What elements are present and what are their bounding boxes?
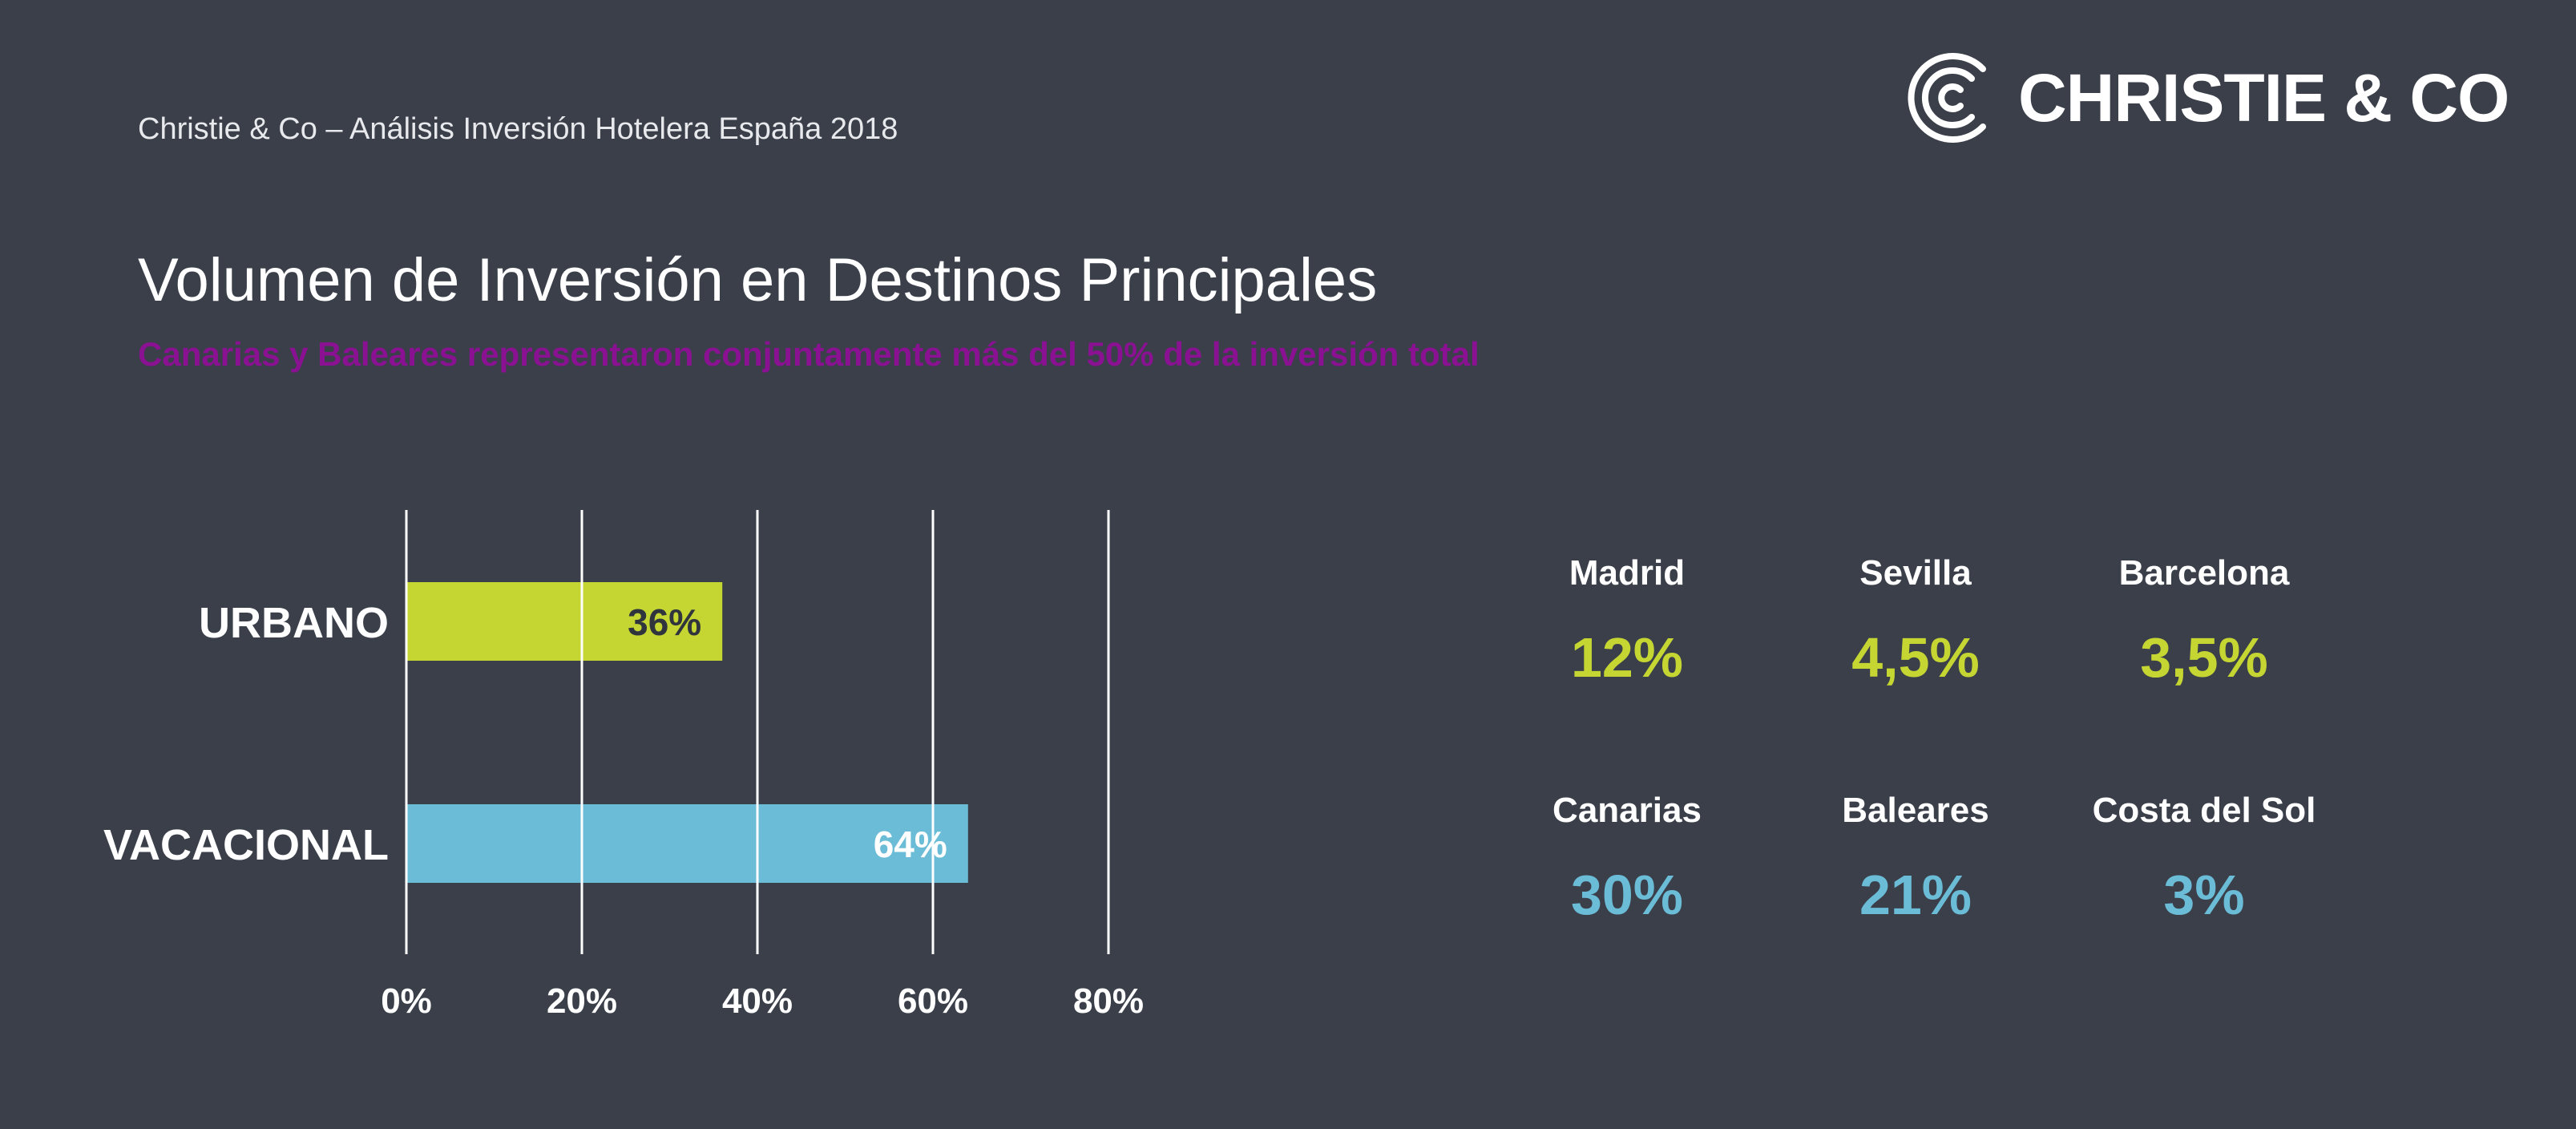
stat-value: 4,5% xyxy=(1851,626,1980,689)
stat-canarias: Canarias 30% xyxy=(1507,791,1747,927)
tick-label: 40% xyxy=(722,981,793,1021)
page-title: Volumen de Inversión en Destinos Princip… xyxy=(138,246,1378,314)
stat-label: Barcelona xyxy=(2118,553,2290,593)
stat-label: Baleares xyxy=(1842,791,1989,830)
stat-value: 3,5% xyxy=(2140,626,2268,689)
data-label: 64% xyxy=(874,823,947,865)
page-subtitle: Canarias y Baleares representaron conjun… xyxy=(138,335,1480,373)
stat-label: Canarias xyxy=(1552,791,1702,830)
category-label: VACACIONAL xyxy=(103,821,389,869)
category-label: URBANO xyxy=(199,599,389,647)
christie-c-logo-icon xyxy=(1908,53,1986,143)
stat-barcelona: Barcelona 3,5% xyxy=(2084,553,2324,690)
tick-label: 20% xyxy=(547,981,617,1021)
bar-vacacional xyxy=(406,804,968,883)
stat-value: 3% xyxy=(2163,864,2245,926)
stat-value: 21% xyxy=(1859,864,1972,926)
logo-text: CHRISTIE & CO xyxy=(2018,59,2509,136)
bar-urbano xyxy=(406,582,723,661)
stat-baleares: Baleares 21% xyxy=(1795,791,2036,927)
destination-stats: Madrid 12% Sevilla 4,5% Barcelona 3,5% C… xyxy=(1507,553,2437,954)
stat-sevilla: Sevilla 4,5% xyxy=(1795,553,2036,690)
report-header: Christie & Co – Análisis Inversión Hotel… xyxy=(138,112,898,146)
company-logo: CHRISTIE & CO xyxy=(1904,48,2509,148)
stat-value: 30% xyxy=(1570,864,1684,926)
stat-value: 12% xyxy=(1570,626,1684,689)
stat-label: Sevilla xyxy=(1859,553,1972,593)
stat-costa-del-sol: Costa del Sol 3% xyxy=(2084,791,2324,927)
stat-label: Madrid xyxy=(1569,553,1686,593)
stat-label: Costa del Sol xyxy=(2092,791,2316,830)
tick-label: 80% xyxy=(1073,981,1144,1021)
stat-madrid: Madrid 12% xyxy=(1507,553,1747,690)
tick-label: 60% xyxy=(898,981,968,1021)
data-label: 36% xyxy=(628,601,701,643)
tick-label: 0% xyxy=(381,981,432,1021)
bar-chart: URBANO VACACIONAL 36% 64% 0% 20% 40% 60% 80% xyxy=(103,510,1144,1021)
